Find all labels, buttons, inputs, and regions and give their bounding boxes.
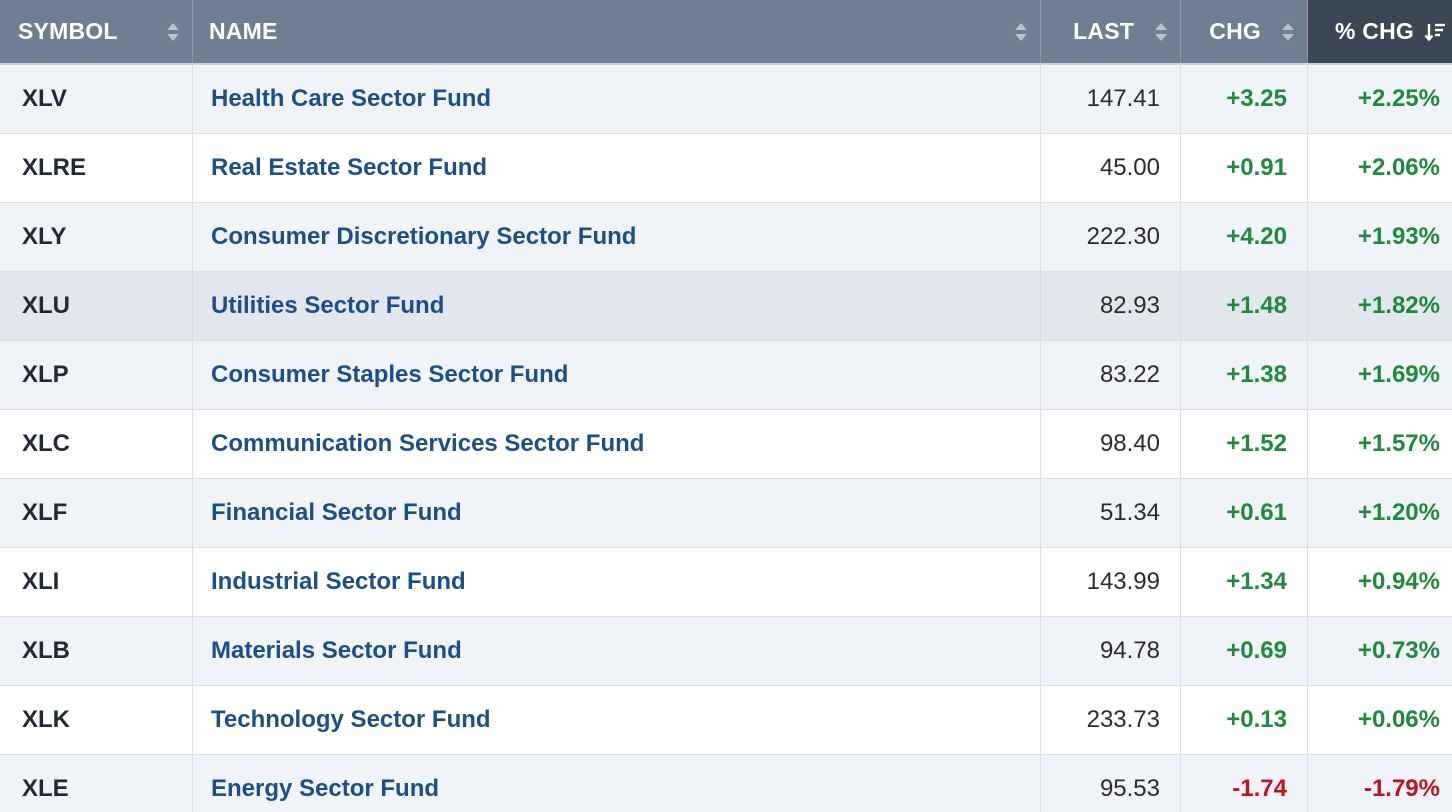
sort-toggle-icon — [166, 22, 180, 42]
percent-change-cell: +0.94% — [1357, 568, 1440, 595]
last-price-cell: 51.34 — [1041, 479, 1181, 547]
column-header-chg[interactable]: CHG — [1181, 0, 1308, 63]
symbol-cell: XLRE — [0, 134, 193, 202]
last-price-cell: 222.30 — [1041, 203, 1181, 271]
table-row[interactable]: XLY Consumer Discretionary Sector Fund 222… — [0, 203, 1452, 272]
fund-name-link[interactable]: Materials Sector Fund — [193, 617, 1041, 685]
last-price-cell: 233.73 — [1041, 686, 1181, 754]
last-price-cell: 45.00 — [1041, 134, 1181, 202]
fund-name-link[interactable]: Consumer Staples Sector Fund — [193, 341, 1041, 409]
table-body: XLV Health Care Sector Fund 147.41 +3.25 +2.… — [0, 65, 1452, 812]
table-row[interactable]: XLU Utilities Sector Fund 82.93 +1.48 +1.82% — [0, 272, 1452, 341]
table-row[interactable]: XLE Energy Sector Fund 95.53 -1.74 -1.79% — [0, 755, 1452, 812]
last-price-cell: 95.53 — [1041, 755, 1181, 812]
column-header-label: LAST — [1073, 18, 1134, 44]
percent-change-cell: +1.57% — [1357, 430, 1440, 457]
last-price-cell: 147.41 — [1041, 65, 1181, 133]
change-cell: +1.52 — [1181, 410, 1308, 478]
percent-change-cell: +2.06% — [1357, 154, 1440, 181]
symbol-cell: XLY — [0, 203, 193, 271]
percent-change-cell: +1.20% — [1357, 499, 1440, 526]
table-row[interactable]: XLC Communication Services Sector Fund 98.… — [0, 410, 1452, 479]
column-header-label: CHG — [1209, 18, 1261, 44]
fund-name-link[interactable]: Consumer Discretionary Sector Fund — [193, 203, 1041, 271]
sort-toggle-icon — [1014, 22, 1028, 42]
table-row[interactable]: XLF Financial Sector Fund 51.34 +0.61 +1.20% — [0, 479, 1452, 548]
table-header: SYMBOL NAME LAST CHG % CHG — [0, 0, 1452, 65]
symbol-cell: XLE — [0, 755, 193, 812]
column-header-label: NAME — [209, 18, 278, 44]
percent-change-cell: +2.25% — [1357, 85, 1440, 112]
percent-change-cell: +0.73% — [1357, 637, 1440, 664]
percent-change-cell: +0.06% — [1357, 706, 1440, 733]
last-price-cell: 94.78 — [1041, 617, 1181, 685]
symbol-cell: XLC — [0, 410, 193, 478]
change-cell: +4.20 — [1181, 203, 1308, 271]
last-price-cell: 83.22 — [1041, 341, 1181, 409]
change-cell: +0.91 — [1181, 134, 1308, 202]
symbol-cell: XLU — [0, 272, 193, 340]
fund-name-link[interactable]: Real Estate Sector Fund — [193, 134, 1041, 202]
symbol-cell: XLI — [0, 548, 193, 616]
change-cell: +1.34 — [1181, 548, 1308, 616]
symbol-cell: XLK — [0, 686, 193, 754]
symbol-cell: XLV — [0, 65, 193, 133]
column-header-pct-chg[interactable]: % CHG — [1308, 0, 1452, 63]
change-cell: +0.13 — [1181, 686, 1308, 754]
percent-change-cell: +1.82% — [1357, 292, 1440, 319]
table-row[interactable]: XLP Consumer Staples Sector Fund 83.22 +1.3… — [0, 341, 1452, 410]
sort-toggle-icon — [1281, 22, 1295, 42]
change-cell: +0.69 — [1181, 617, 1308, 685]
last-price-cell: 82.93 — [1041, 272, 1181, 340]
last-price-cell: 143.99 — [1041, 548, 1181, 616]
percent-change-cell: +1.93% — [1357, 223, 1440, 250]
symbol-cell: XLP — [0, 341, 193, 409]
table-row[interactable]: XLI Industrial Sector Fund 143.99 +1.34 +0.9… — [0, 548, 1452, 617]
percent-change-cell: -1.79% — [1363, 775, 1440, 802]
fund-name-link[interactable]: Health Care Sector Fund — [193, 65, 1041, 133]
change-cell: -1.74 — [1181, 755, 1308, 812]
symbol-cell: XLB — [0, 617, 193, 685]
sort-descending-icon — [1424, 23, 1445, 41]
table-row[interactable]: XLV Health Care Sector Fund 147.41 +3.25 +2.… — [0, 65, 1452, 134]
change-cell: +0.61 — [1181, 479, 1308, 547]
percent-change-cell: +1.69% — [1357, 361, 1440, 388]
sort-toggle-icon — [1154, 22, 1168, 42]
column-header-name[interactable]: NAME — [193, 0, 1041, 63]
fund-name-link[interactable]: Financial Sector Fund — [193, 479, 1041, 547]
table-row[interactable]: XLK Technology Sector Fund 233.73 +0.13 +0.0… — [0, 686, 1452, 755]
change-cell: +1.38 — [1181, 341, 1308, 409]
column-header-label: % CHG — [1335, 18, 1414, 44]
table-row[interactable]: XLRE Real Estate Sector Fund 45.00 +0.91 +2.… — [0, 134, 1452, 203]
table-row[interactable]: XLB Materials Sector Fund 94.78 +0.69 +0.73% — [0, 617, 1452, 686]
change-cell: +3.25 — [1181, 65, 1308, 133]
fund-name-link[interactable]: Communication Services Sector Fund — [193, 410, 1041, 478]
column-header-last[interactable]: LAST — [1041, 0, 1181, 63]
fund-name-link[interactable]: Utilities Sector Fund — [193, 272, 1041, 340]
change-cell: +1.48 — [1181, 272, 1308, 340]
fund-name-link[interactable]: Technology Sector Fund — [193, 686, 1041, 754]
column-header-symbol[interactable]: SYMBOL — [0, 0, 193, 63]
symbol-cell: XLF — [0, 479, 193, 547]
column-header-label: SYMBOL — [18, 18, 118, 44]
fund-name-link[interactable]: Industrial Sector Fund — [193, 548, 1041, 616]
last-price-cell: 98.40 — [1041, 410, 1181, 478]
fund-name-link[interactable]: Energy Sector Fund — [193, 755, 1041, 812]
